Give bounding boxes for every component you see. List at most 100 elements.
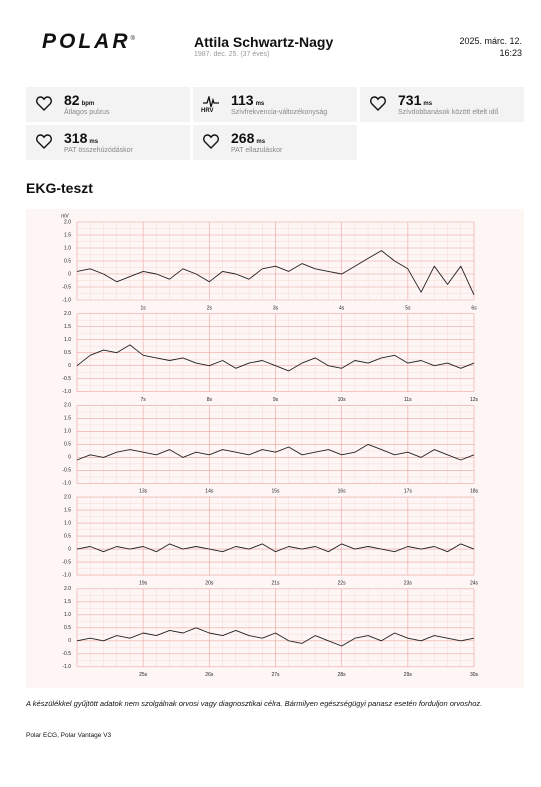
y-tick-label: 0 [68, 455, 71, 461]
user-name: Attila Schwartz-Nagy [194, 34, 334, 50]
y-tick-label: 0 [68, 638, 71, 644]
y-tick-label: 1.5 [64, 416, 71, 422]
y-tick-label: 2.0 [64, 311, 71, 317]
logo: POLAR® [42, 30, 135, 54]
y-tick-label: 1.0 [64, 612, 71, 618]
time: 16:23 [499, 48, 522, 58]
hrv-icon [203, 96, 219, 108]
y-tick-label: 1.5 [64, 507, 71, 513]
t x-tick-label: 27s [271, 672, 280, 678]
t x-tick-label: 12s [470, 397, 479, 403]
value: 113 [231, 92, 254, 108]
ecg-trace [76, 250, 475, 295]
date: 2025. márc. 12. [459, 36, 522, 46]
unit: bpm [81, 101, 95, 107]
t x-tick-label: 9s [273, 397, 279, 403]
y-tick-label: -0.5 [62, 651, 71, 657]
unit: ms [256, 139, 266, 145]
t x-tick-label: 16s [338, 489, 347, 495]
t x-tick-label: 3s [273, 305, 279, 311]
metric-label: Szívdobbanások között eltelt idő [398, 109, 499, 116]
y-tick-label: 1.5 [64, 232, 71, 238]
y-tick-label: 1.0 [64, 520, 71, 526]
value: 318 [64, 130, 88, 146]
t x-tick-label: 28s [338, 672, 347, 678]
y-tick-label: -0.5 [62, 559, 71, 565]
y-tick-label: -0.5 [62, 376, 71, 382]
y-tick-label: -1.0 [62, 481, 71, 487]
t x-tick-label: 14s [205, 489, 214, 495]
t x-tick-label: 2s [207, 305, 213, 311]
t x-tick-label: 1s [141, 305, 147, 311]
metric-label: Szívfrekvencia-változékonyság [231, 109, 328, 116]
y-tick-label: 0.5 [64, 625, 71, 631]
metric-value: 82 bpm [64, 92, 94, 108]
t x-tick-label: 7s [141, 397, 147, 403]
metric-label: PAT ellazuláskor [231, 147, 283, 154]
y-tick-label: -1.0 [62, 389, 71, 395]
unit: ms [89, 139, 99, 145]
y-tick-label: 0.5 [64, 350, 71, 356]
t x-tick-label: 23s [404, 580, 413, 586]
y-tick-label: 2.0 [64, 403, 71, 409]
t x-tick-label: 6s [471, 305, 477, 311]
logo-mark: ® [130, 36, 135, 42]
t x-tick-label: 8s [207, 397, 213, 403]
heart-icon [370, 96, 386, 111]
logo-text: POLAR [42, 30, 131, 53]
t x-tick-label: 5s [405, 305, 411, 311]
disclaimer: A készülékkel gyűjtött adatok nem szolgá… [26, 699, 483, 708]
y-tick-label: -0.5 [62, 284, 71, 290]
section-title: EKG-teszt [26, 180, 93, 196]
icon-label: HRV [201, 108, 214, 114]
t x-tick-label: 15s [271, 489, 280, 495]
heart-icon [203, 134, 219, 149]
y-tick-label: 2.0 [64, 586, 71, 592]
metric-card: 318 ms PAT összehúzódáskor [26, 125, 190, 160]
t x-tick-label: 20s [205, 580, 214, 586]
t x-tick-label: 26s [205, 672, 214, 678]
unit: ms [423, 101, 433, 107]
ecg-trace [76, 344, 475, 372]
y-tick-label: -1.0 [62, 297, 71, 303]
value: 82 [64, 92, 80, 108]
y-tick-label: 0.5 [64, 258, 71, 264]
metric-card: 82 bpm Átlagos pulzus [26, 87, 190, 122]
metric-value: 268 ms [231, 130, 265, 146]
y-tick-label: 0.5 [64, 533, 71, 539]
birth-date: 1987. dec. 25. (37 éves) [194, 51, 270, 58]
ecg-panel: 2.01.51.00.50-0.5-1.01s 2s 3s 4s 5s 6smV2.01.… [26, 209, 524, 688]
metric-value: 731 ms [398, 92, 432, 108]
metric-card: 731 ms Szívdobbanások között eltelt idő [360, 87, 524, 122]
t x-tick-label: 17s [404, 489, 413, 495]
t x-tick-label: 10s [338, 397, 347, 403]
y-tick-label: 0.5 [64, 442, 71, 448]
t x-tick-label: 4s [339, 305, 345, 311]
y-tick-label: 1.0 [64, 337, 71, 343]
t x-tick-label: 21s [271, 580, 280, 586]
y-tick-label: -0.5 [62, 468, 71, 474]
value: 268 [231, 130, 255, 146]
metric-card: 268 ms PAT ellazuláskor [193, 125, 357, 160]
y-tick-label: 1.5 [64, 324, 71, 330]
metric-label: PAT összehúzódáskor [64, 147, 133, 154]
ecg-trace [76, 543, 475, 553]
value: 731 [398, 92, 422, 108]
t x-tick-label: 24s [470, 580, 479, 586]
t x-tick-label: 22s [338, 580, 347, 586]
y-tick-label: 1.0 [64, 429, 71, 435]
t x-tick-label: 11s [404, 397, 412, 403]
t x-tick-label: 30s [470, 672, 479, 678]
metric-value: 318 ms [64, 130, 98, 146]
y-tick-label: 0 [68, 271, 71, 277]
t x-tick-label: 13s [139, 489, 148, 495]
t x-tick-label: 29s [404, 672, 413, 678]
date-time: 2025. márc. 12. 16:23 [459, 35, 522, 59]
footer: Polar ECG, Polar Vantage V3 [26, 732, 112, 739]
heart-icon [36, 96, 52, 111]
metric-card: HRV 113 ms Szívfrekvencia-változékonyság [193, 87, 357, 122]
y-tick-label: 1.0 [64, 245, 71, 251]
unit: ms [255, 101, 265, 107]
y-tick-label: 0 [68, 546, 71, 552]
t x-tick-label: 25s [139, 672, 148, 678]
